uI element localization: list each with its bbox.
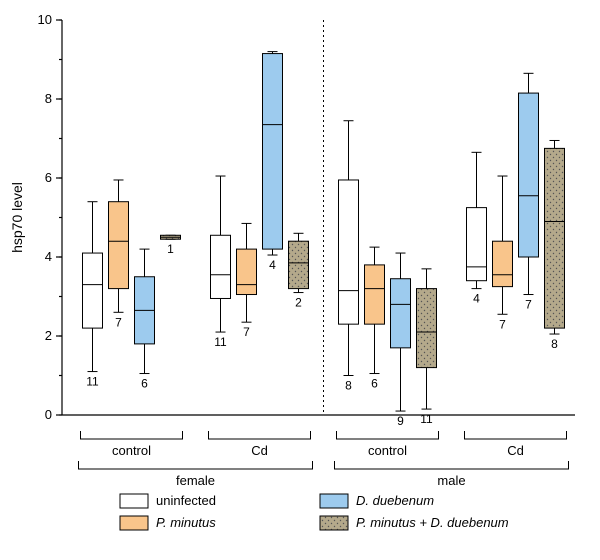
- svg-text:8: 8: [45, 91, 52, 106]
- svg-text:hsp70 level: hsp70 level: [9, 182, 25, 253]
- box: [417, 289, 437, 368]
- legend-label: P. minutus + D. duebenum: [356, 515, 509, 530]
- box: [263, 54, 283, 250]
- svg-text:4: 4: [45, 249, 52, 264]
- legend-swatch: [120, 516, 148, 530]
- svg-text:11: 11: [214, 335, 227, 349]
- svg-text:7: 7: [243, 325, 250, 339]
- svg-text:male: male: [437, 473, 465, 488]
- svg-text:Cd: Cd: [507, 443, 524, 458]
- svg-text:2: 2: [45, 328, 52, 343]
- svg-text:0: 0: [45, 407, 52, 422]
- legend-swatch: [320, 494, 348, 508]
- box: [391, 279, 411, 348]
- svg-text:7: 7: [499, 317, 506, 331]
- box: [493, 241, 513, 286]
- svg-text:7: 7: [525, 298, 532, 312]
- box: [545, 148, 565, 328]
- legend-swatch: [320, 516, 348, 530]
- box: [83, 253, 103, 328]
- svg-text:2: 2: [295, 296, 302, 310]
- svg-text:1: 1: [167, 242, 174, 256]
- svg-text:4: 4: [269, 258, 276, 272]
- box: [339, 180, 359, 324]
- svg-text:8: 8: [345, 379, 352, 393]
- legend-label: P. minutus: [156, 515, 216, 530]
- box: [519, 93, 539, 257]
- hsp70-boxplot: 0246810hsp70 level1176111742869114778con…: [0, 0, 600, 560]
- legend-label: D. duebenum: [356, 493, 434, 508]
- svg-text:7: 7: [115, 315, 122, 329]
- svg-text:female: female: [176, 473, 215, 488]
- box: [211, 235, 231, 298]
- box: [237, 249, 257, 294]
- svg-text:control: control: [112, 443, 151, 458]
- svg-text:9: 9: [397, 414, 404, 428]
- legend-label: uninfected: [156, 493, 216, 508]
- svg-text:10: 10: [38, 12, 52, 27]
- svg-text:11: 11: [86, 375, 99, 389]
- svg-text:control: control: [368, 443, 407, 458]
- box: [467, 208, 487, 281]
- svg-text:8: 8: [551, 337, 558, 351]
- box: [365, 265, 385, 324]
- svg-text:11: 11: [420, 412, 433, 426]
- box: [109, 202, 129, 289]
- svg-text:Cd: Cd: [251, 443, 268, 458]
- svg-text:4: 4: [473, 292, 480, 306]
- svg-text:6: 6: [371, 377, 378, 391]
- svg-text:6: 6: [45, 170, 52, 185]
- box: [289, 241, 309, 288]
- svg-text:6: 6: [141, 377, 148, 391]
- legend-swatch: [120, 494, 148, 508]
